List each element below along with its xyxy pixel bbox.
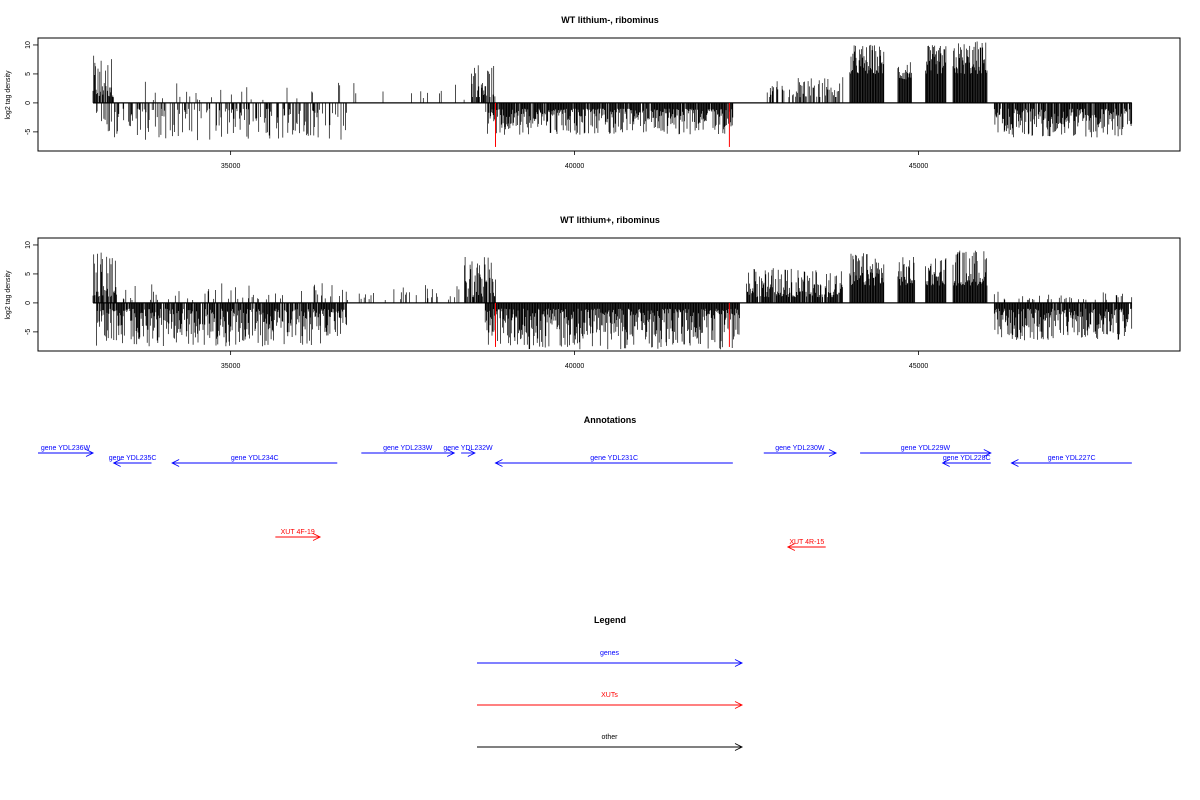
gene-feature-label: gene YDL233W bbox=[383, 445, 433, 452]
annotation-features: gene YDL236W gene YDL235C gene YDL234C gene… bbox=[38, 445, 1132, 551]
x-tick-label: 35000 bbox=[221, 163, 241, 170]
gene-arrowhead bbox=[1010, 459, 1019, 467]
y-tick-label: 5 bbox=[25, 72, 32, 76]
gene-feature-label: gene YDL230W bbox=[775, 445, 825, 452]
y-tick-label: 10 bbox=[25, 41, 32, 49]
gene-feature-label: gene YDL231C bbox=[590, 455, 638, 462]
x-tick-label: 45000 bbox=[909, 163, 929, 170]
xut-arrowhead bbox=[312, 533, 322, 541]
gene-arrowhead bbox=[447, 449, 456, 457]
panel1-axes: -5 0 5 10 35000 40000 45000 bbox=[25, 41, 928, 170]
xut-arrowhead bbox=[786, 543, 796, 551]
y-tick-label: -5 bbox=[25, 329, 32, 335]
gene-feature-label: gene YDL227C bbox=[1048, 455, 1096, 462]
y-tick-label: 0 bbox=[25, 101, 32, 105]
legend-title: Legend bbox=[594, 615, 626, 625]
panel2-axes: -5 0 5 10 35000 40000 45000 bbox=[25, 241, 928, 370]
panel2-bars bbox=[92, 250, 1133, 350]
x-tick-label: 35000 bbox=[221, 363, 241, 370]
y-tick-label: -5 bbox=[25, 129, 32, 135]
panel2-title: WT lithium+, ribominus bbox=[560, 215, 660, 225]
legend-label: XUTs bbox=[601, 692, 618, 699]
gene-feature-label: gene YDL228C bbox=[943, 455, 991, 462]
panel2-y-axis-label: log2 tag density bbox=[5, 270, 12, 320]
gene-arrowhead bbox=[941, 459, 950, 467]
panel1-frame bbox=[37, 37, 1181, 152]
gene-feature-label: gene YDL232W bbox=[443, 445, 493, 452]
gene-arrowhead bbox=[467, 449, 476, 457]
gene-arrowhead bbox=[828, 449, 838, 457]
track-panel-lithium-minus: WT lithium-, ribominus -5 0 5 10 35000 40000 4… bbox=[5, 15, 1181, 170]
legend-label: genes bbox=[600, 650, 620, 657]
y-tick-label: 5 bbox=[25, 272, 32, 276]
x-tick-label: 40000 bbox=[565, 363, 585, 370]
gene-feature-label: gene YDL235C bbox=[109, 455, 157, 462]
panel2-frame bbox=[37, 237, 1181, 352]
y-tick-label: 0 bbox=[25, 301, 32, 305]
xut-feature-label: XUT 4R-15 bbox=[789, 539, 824, 546]
legend-arrowhead bbox=[734, 743, 744, 751]
legend: Legend genes XUTs other bbox=[477, 615, 744, 751]
x-tick-label: 40000 bbox=[565, 163, 585, 170]
gene-feature-label: gene YDL229W bbox=[901, 445, 951, 452]
legend-entries: genes XUTs other bbox=[477, 650, 744, 751]
gene-feature-label: gene YDL236W bbox=[41, 445, 91, 452]
x-tick-label: 45000 bbox=[909, 363, 929, 370]
xut-feature-label: XUT 4F-19 bbox=[281, 529, 315, 536]
gene-arrowhead bbox=[983, 449, 992, 457]
gene-feature-label: gene YDL234C bbox=[231, 455, 279, 462]
gene-arrowhead bbox=[112, 459, 121, 467]
panel1-title: WT lithium-, ribominus bbox=[561, 15, 659, 25]
gene-arrowhead bbox=[171, 459, 180, 467]
legend-arrowhead bbox=[734, 659, 744, 667]
annotations-title: Annotations bbox=[584, 415, 637, 425]
panel1-bars bbox=[92, 41, 1133, 147]
gene-arrowhead bbox=[494, 459, 503, 467]
legend-arrowhead bbox=[734, 701, 744, 709]
legend-label: other bbox=[602, 734, 619, 741]
track-panel-lithium-plus: WT lithium+, ribominus -5 0 5 10 35000 40000 4… bbox=[5, 215, 1181, 370]
y-tick-label: 10 bbox=[25, 241, 32, 249]
panel1-y-axis-label: log2 tag density bbox=[5, 70, 12, 120]
gene-arrowhead bbox=[85, 449, 95, 457]
